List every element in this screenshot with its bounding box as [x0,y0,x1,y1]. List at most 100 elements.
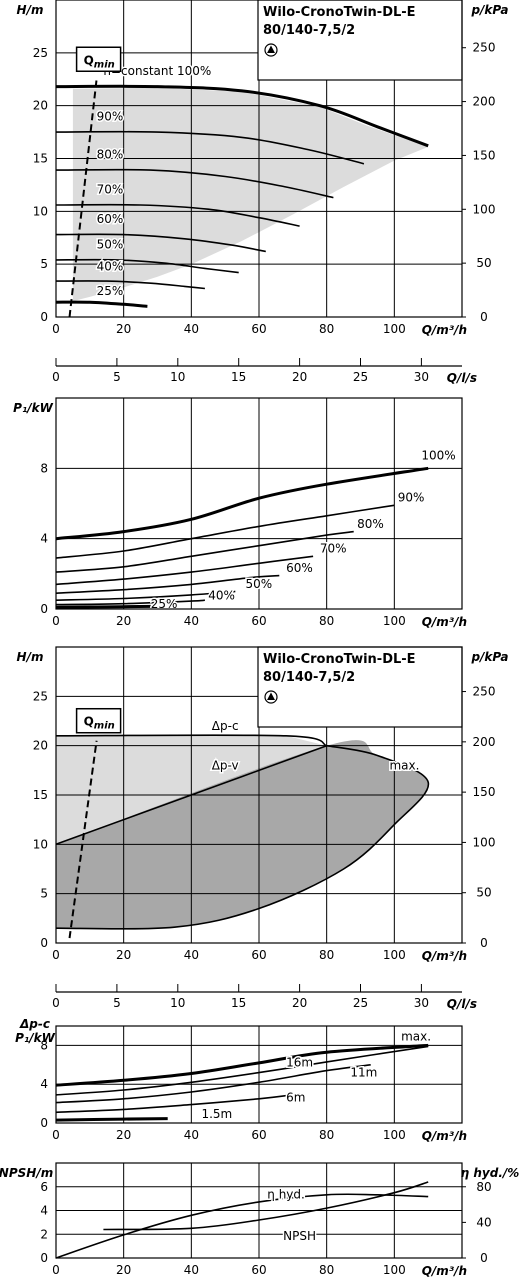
secondary-x-tick-label: 30 [414,370,429,384]
x-tick-label: 60 [251,1263,266,1277]
series-line-25 [55,604,151,609]
series-line-50 [55,258,239,274]
y2-tick-label: 100 [473,202,496,216]
y2-tick-label: 50 [476,256,491,270]
secondary-x-axis-label: Q/l/s [447,997,477,1011]
x-tick-label: 40 [184,1263,199,1277]
qmin-label: Qmin [84,715,115,732]
x-tick-label: 40 [184,322,199,336]
pump-triangle-icon [264,43,278,57]
qmin-line [68,740,98,939]
x-axis-label: Q/m³/h [422,323,467,337]
qmin-label-q: Q [84,715,94,729]
secondary-x-tick-label: 0 [52,996,60,1010]
secondary-x-tick-label: 15 [231,370,246,384]
chart-p1-delta-p: 0 20 40 60 80 100 0 4 8 Q/m³/h Δp-cP₁/kW max. 16m 11m… [15,1017,467,1143]
series-line-90 [55,130,365,165]
y-tick-label: 4 [40,532,48,546]
y2-tick-label: 0 [480,1251,488,1265]
x-tick-label: 0 [52,1128,60,1142]
y-tick-label: 25 [33,689,48,703]
product-title-box [257,646,463,728]
x-tick-label: 100 [383,948,406,962]
series-line-80 [55,168,334,199]
y-tick-label: 0 [40,310,48,324]
series-line-p-v [55,744,327,846]
series-line-70 [55,555,314,586]
series-label-50: 50% [245,577,272,591]
series-label-60: 60% [286,561,313,575]
series-line-60 [55,233,266,253]
y-tick-label: 20 [33,99,48,113]
y-tick-label: 0 [40,1116,48,1130]
qmin-label-sub: min [94,721,115,732]
y-tick-label: 8 [40,1038,48,1052]
plot-frame [55,646,463,944]
product-model: 80/140-7,5/2 [263,23,355,38]
y-tick-label: 6 [40,1180,48,1194]
x-tick-label: 80 [319,322,334,336]
x-tick-label: 20 [116,322,131,336]
series-label-80: 80% [357,517,384,531]
series-line-1-5m [55,1117,168,1122]
series-label-40: 40% [208,588,235,602]
y2-tick-label: 150 [473,148,496,162]
y-axis-label: P₁/kW [13,401,53,415]
series-label-1-5m: 1.5m [201,1107,232,1121]
pump-triangle-icon [264,690,278,704]
series-label-n-constant-100: n=constant 100% [103,64,211,78]
x-tick-label: 40 [184,948,199,962]
x-tick-label: 20 [116,1263,131,1277]
secondary-x-tick-label: 20 [292,996,307,1010]
x-tick-label: 100 [383,322,406,336]
series-line-max [55,744,430,930]
plot-frame [55,1162,463,1259]
y-tick-label: 4 [40,1077,48,1091]
x-tick-label: 20 [116,1128,131,1142]
operating-area-shading [72,87,429,302]
y-axis-label: H/m [17,650,44,664]
x-tick-label: 100 [383,614,406,628]
chart-hq-delta-p: 0 20 40 60 80 1000510152025Q/m³/hH/m050100150… [17,646,509,1011]
y-tick-label: 0 [40,936,48,950]
series-line-100 [55,466,429,541]
x-tick-label: 20 [116,614,131,628]
series-label-max: max. [389,758,419,772]
y2-axis-label: p/kPa [470,3,508,17]
y-axis-label: P₁/kW [15,1031,55,1045]
x-tick-label: 60 [251,614,266,628]
secondary-x-tick-label: 5 [113,996,121,1010]
y-tick-label: 4 [40,1204,48,1218]
chart-p1-n-constant: 0 20 40 60 80 100 0 4 8 Q/m³/h P₁/kW 100% 90% 80% 70% 6… [13,397,467,629]
series-label-60: 60% [97,212,124,226]
qmin-label-box [75,46,122,72]
x-tick-label: 60 [251,948,266,962]
secondary-x-tick-label: 20 [292,370,307,384]
y-axis-label-top: Δp-c [19,1017,50,1031]
qmin-label-q: Q [84,53,94,67]
x-tick-label: 80 [319,614,334,628]
y-tick-label: 2 [40,1227,48,1241]
y-tick-label: 15 [33,788,48,802]
secondary-x-tick-label: 0 [52,370,60,384]
y2-tick-label: 200 [473,735,496,749]
x-axis-label: Q/m³/h [422,949,467,963]
x-tick-label: 20 [116,948,131,962]
secondary-x-axis-label: Q/l/s [447,371,477,385]
series-line-80 [55,530,354,573]
series-label-80: 80% [97,148,124,162]
series-line-40 [55,280,205,290]
secondary-x-tick-label: 30 [414,996,429,1010]
series-label-90: 90% [398,491,425,505]
qmin-label-box [75,707,122,734]
y2-tick-label: 100 [473,835,496,849]
series-line-40 [55,599,205,606]
x-tick-label: 80 [319,1128,334,1142]
y-tick-label: 10 [33,837,48,851]
x-tick-label: 0 [52,1263,60,1277]
series-line-60 [55,574,280,594]
plot-frame [55,1025,463,1124]
y2-tick-label: 250 [473,685,496,699]
